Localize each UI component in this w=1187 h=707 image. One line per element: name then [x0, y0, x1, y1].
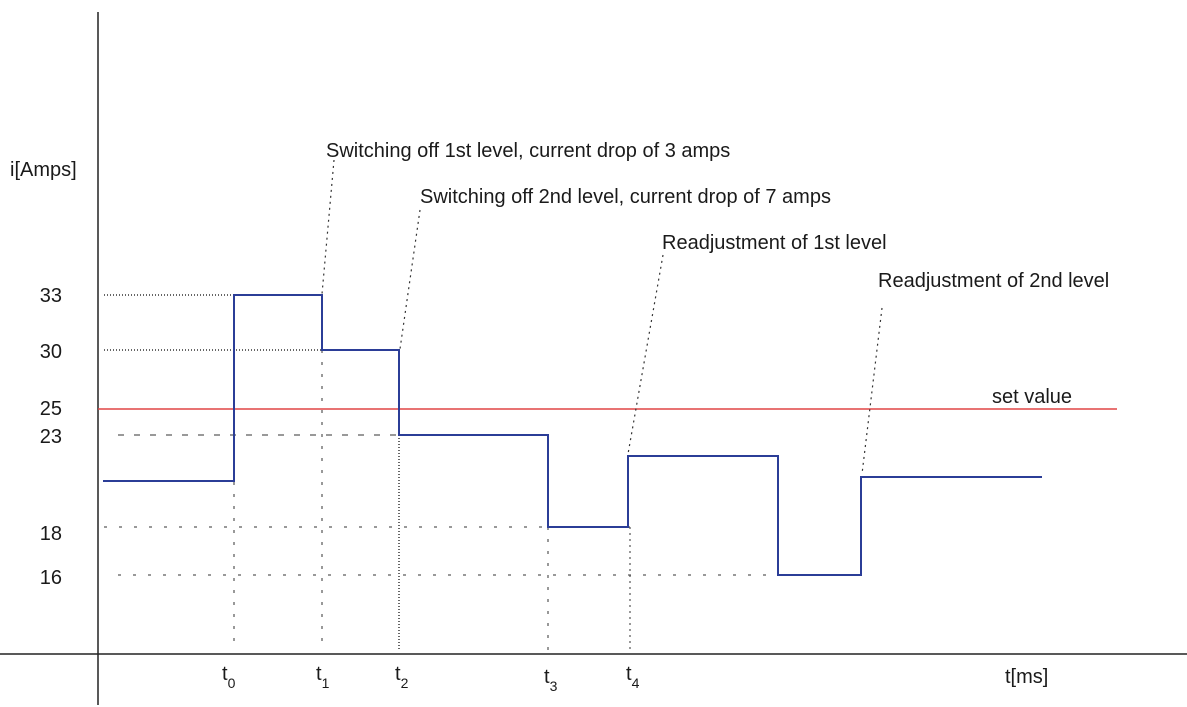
y-axis-label: i[Amps]: [10, 159, 77, 181]
y-tick-label: 30: [40, 341, 62, 363]
x-tick-label: t4: [626, 663, 640, 691]
x-tick-label: t3: [544, 666, 558, 694]
annotation-leaders: [321, 159, 883, 475]
leader-4: [861, 307, 883, 475]
x-tick-base: t: [395, 663, 401, 685]
x-axis-label: t[ms]: [1005, 666, 1048, 688]
x-tick-subscript: 3: [550, 678, 558, 694]
x-tick-base: t: [316, 663, 322, 685]
x-tick-subscript: 1: [322, 675, 330, 691]
leader-2: [399, 209, 421, 350]
x-tick-subscript: 0: [228, 675, 236, 691]
annotation-1: Switching off 1st level, current drop of…: [326, 140, 730, 162]
x-tick-base: t: [544, 666, 550, 688]
x-tick-label: t2: [395, 663, 409, 691]
x-tick-label: t0: [222, 663, 236, 691]
x-tick-base: t: [222, 663, 228, 685]
y-tick-label: 23: [40, 426, 62, 448]
annotation-4: Readjustment of 2nd level: [878, 270, 1109, 292]
setpoint-label: set value: [992, 386, 1072, 408]
annotation-2: Switching off 2nd level, current drop of…: [420, 186, 831, 208]
y-tick-label: 18: [40, 523, 62, 545]
x-tick-subscript: 4: [632, 675, 640, 691]
leader-1: [321, 159, 335, 295]
x-tick-base: t: [626, 663, 632, 685]
leader-3: [627, 254, 664, 455]
current-series-line: [103, 294, 1042, 576]
x-tick-subscript: 2: [401, 675, 409, 691]
y-tick-label: 25: [40, 398, 62, 420]
x-guides: [233, 350, 631, 650]
y-tick-label: 33: [40, 285, 62, 307]
annotation-3: Readjustment of 1st level: [662, 232, 887, 254]
x-tick-label: t1: [316, 663, 330, 691]
y-tick-label: 16: [40, 567, 62, 589]
